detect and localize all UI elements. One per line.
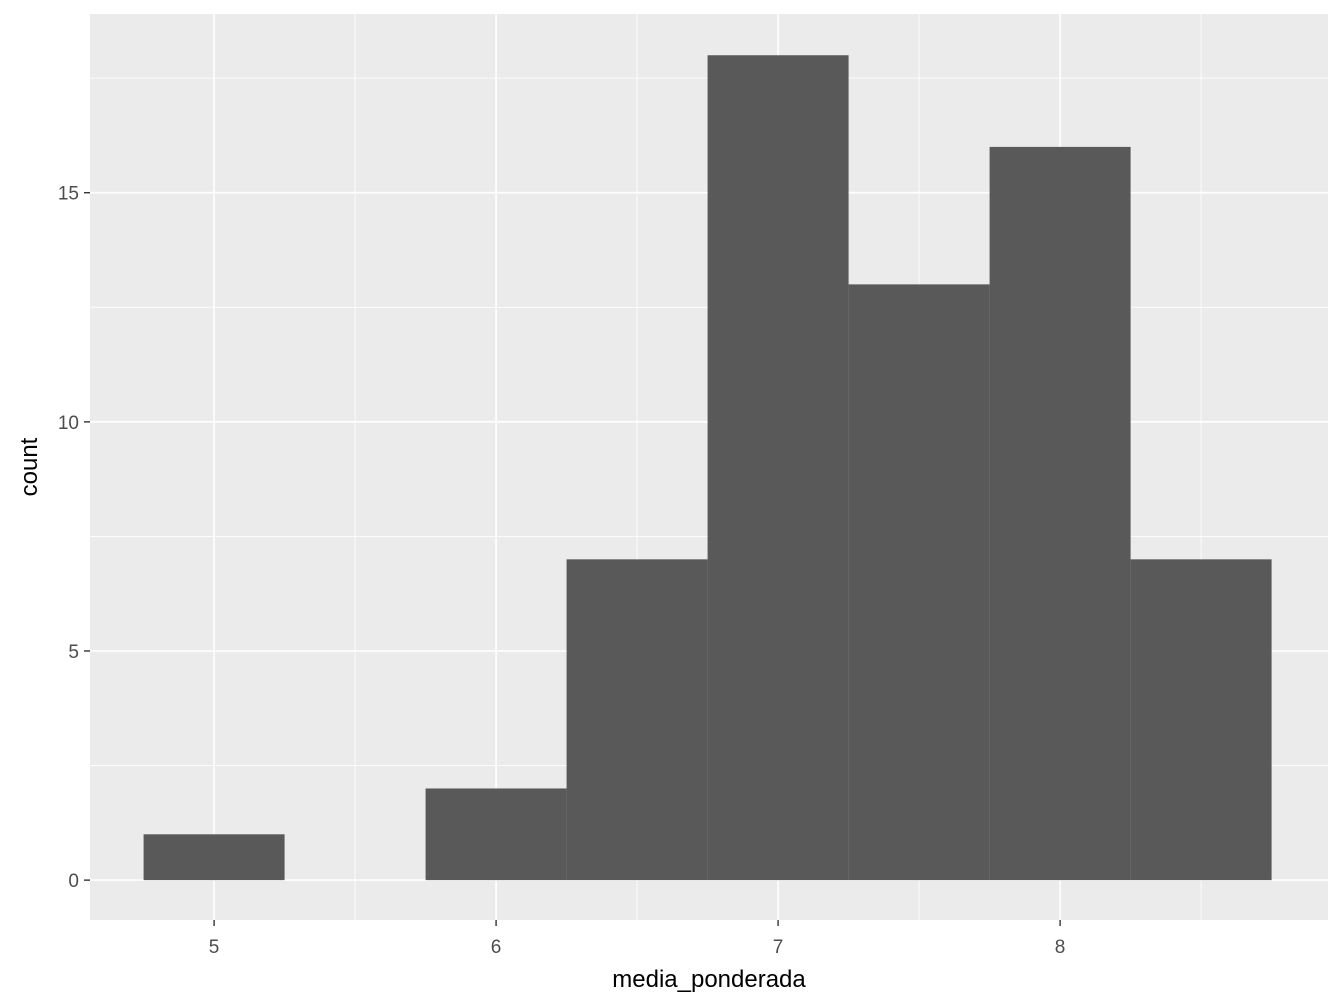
x-tick-label: 8: [1055, 937, 1066, 958]
x-tick-label: 6: [491, 937, 502, 958]
histogram-bar: [848, 284, 990, 881]
histogram-bar: [566, 559, 708, 881]
y-tick-label: 10: [58, 413, 79, 434]
histogram-bar: [707, 55, 849, 881]
x-tick-label: 7: [773, 937, 784, 958]
axes: 5 6 7 8 0 5 10 15: [58, 184, 1066, 958]
y-tick-label: 5: [68, 642, 79, 663]
histogram-bar: [143, 834, 285, 881]
histogram-bar: [425, 788, 567, 881]
y-axis-title: count: [16, 437, 43, 496]
y-tick-label: 0: [68, 871, 79, 892]
x-tick-label: 5: [209, 937, 220, 958]
y-tick-label: 15: [58, 184, 79, 205]
bars: [143, 55, 1272, 881]
histogram-bar: [1130, 559, 1272, 881]
histogram-bar: [989, 146, 1131, 881]
x-axis-title: media_ponderada: [612, 966, 806, 993]
